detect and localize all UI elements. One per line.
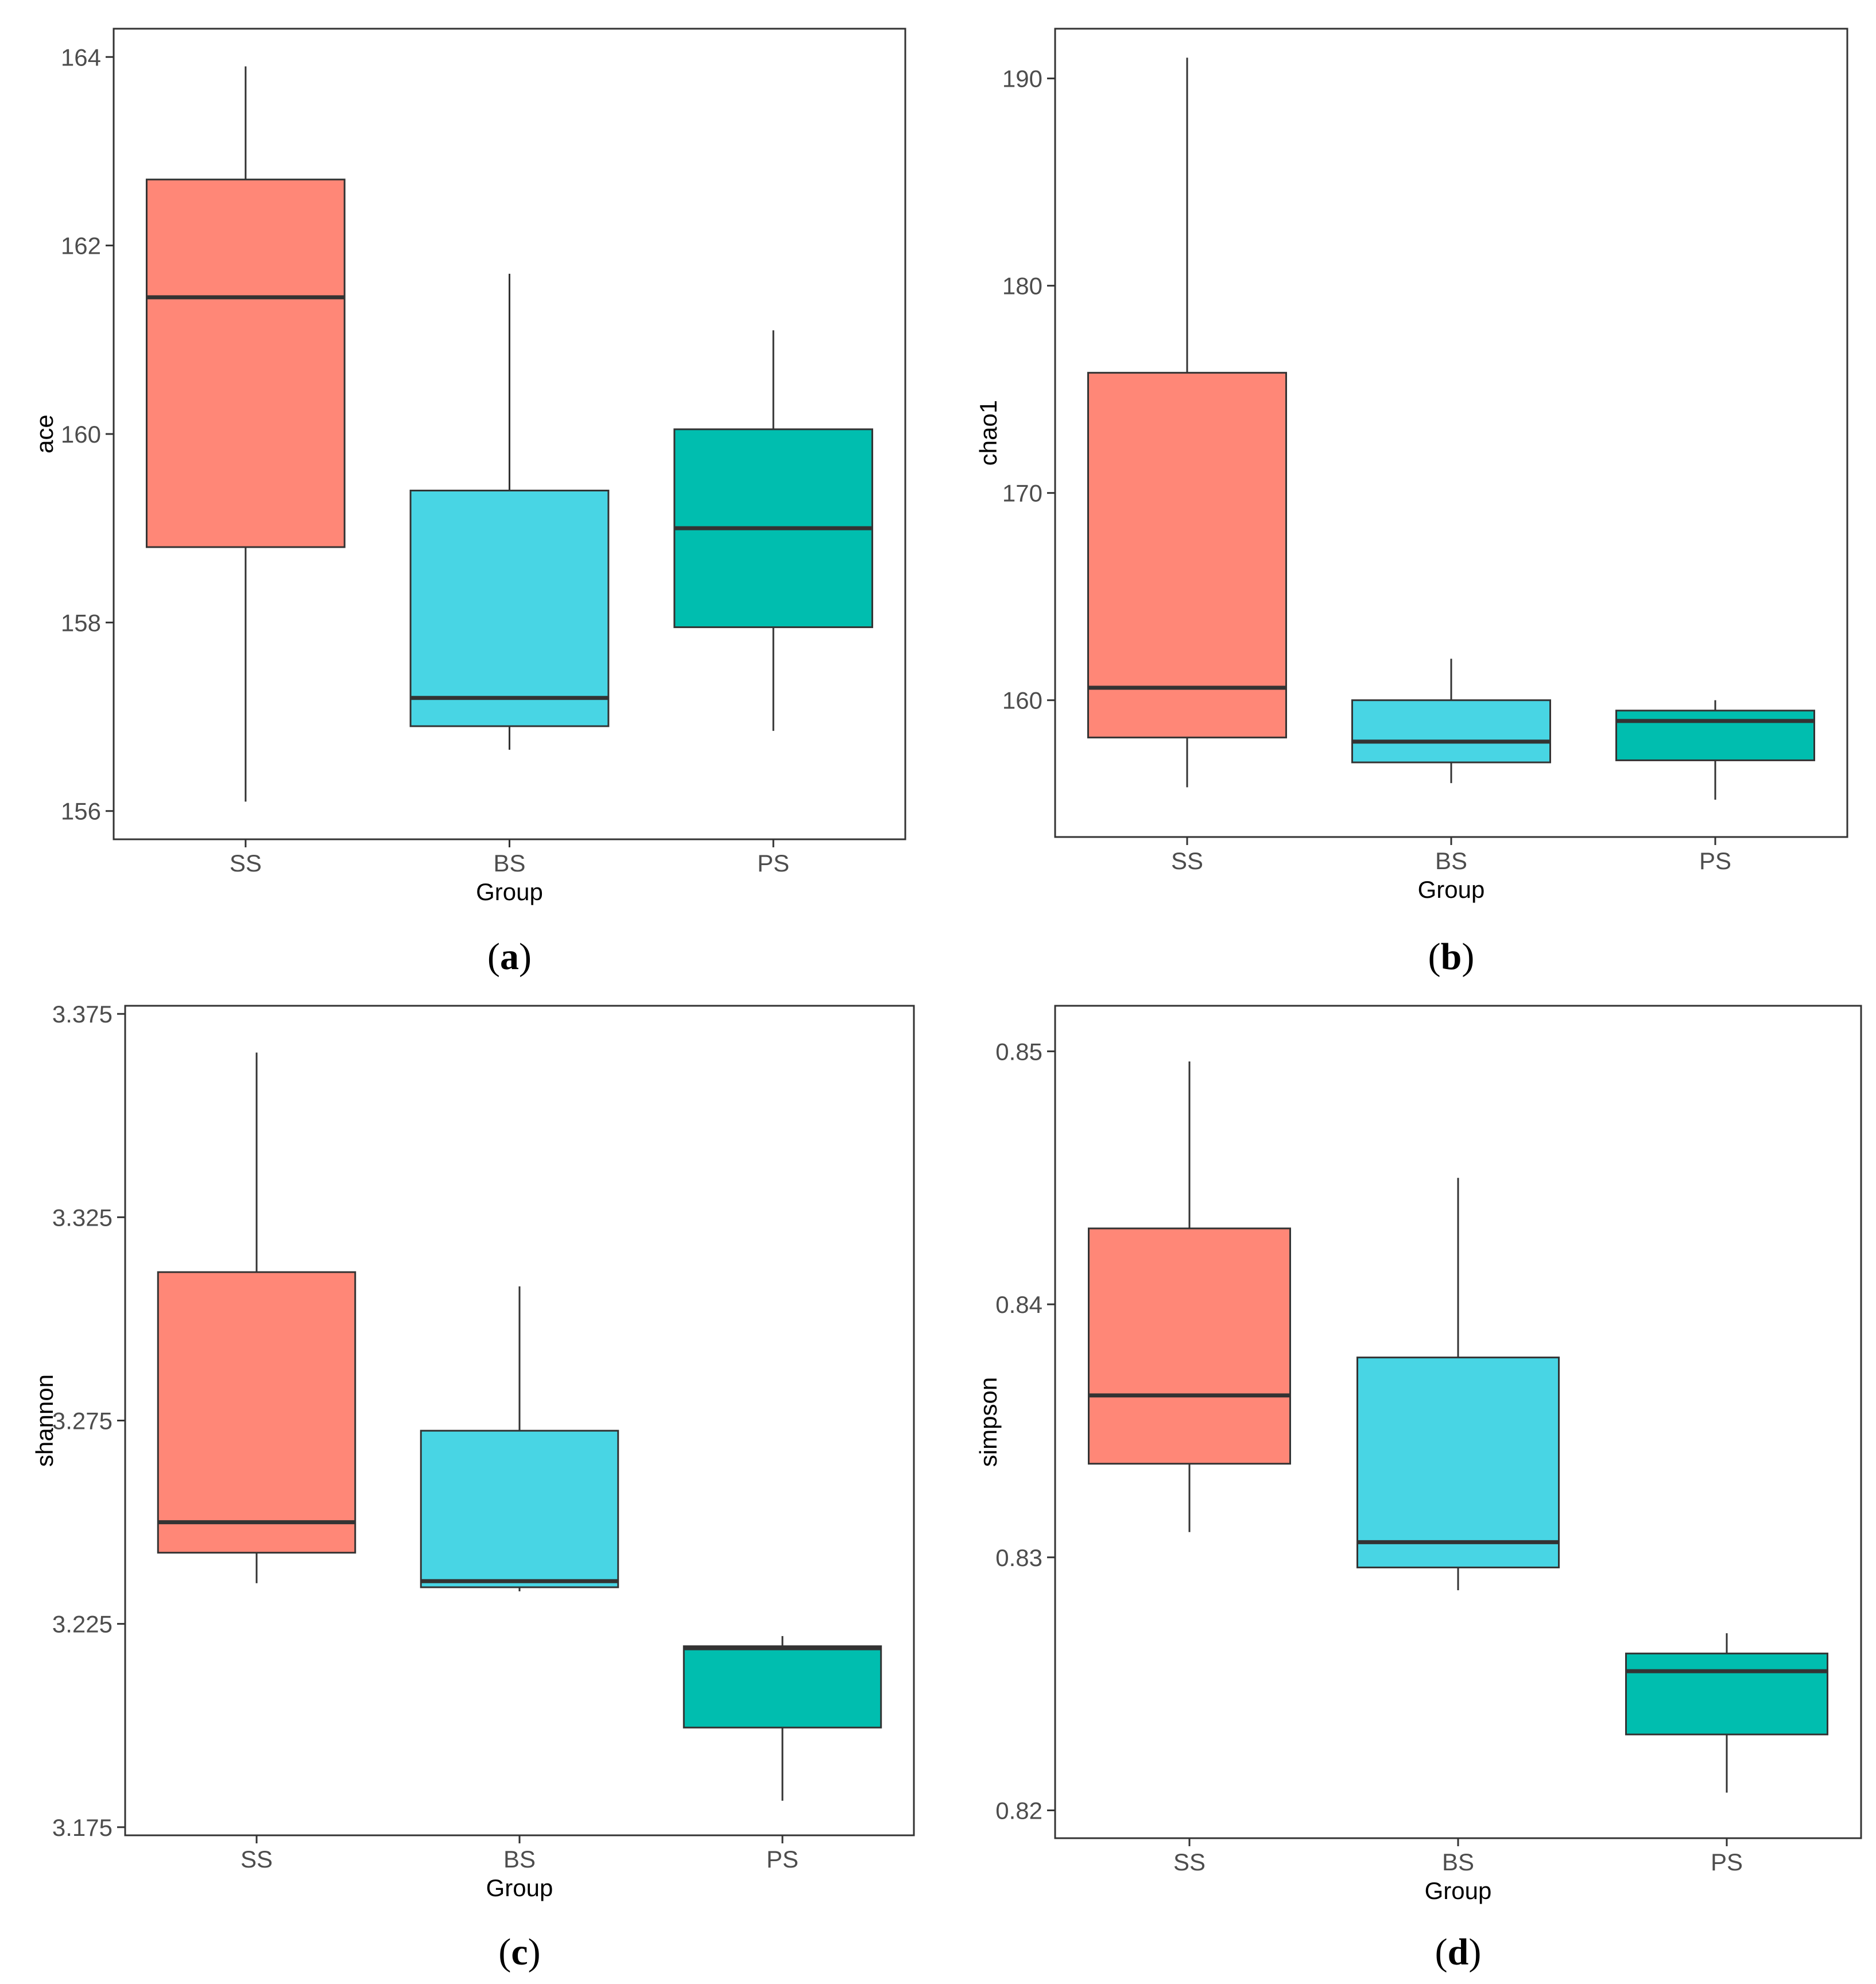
y-axis-title: shannon xyxy=(31,1374,58,1467)
y-tick-label: 0.82 xyxy=(995,1797,1042,1824)
x-tick-label: SS xyxy=(1171,847,1203,874)
y-tick-label: 0.85 xyxy=(995,1038,1042,1065)
y-tick-label: 3.325 xyxy=(52,1204,113,1231)
box-ss xyxy=(1087,57,1287,788)
box-iqr xyxy=(420,1429,619,1588)
caption-paren-open: ( xyxy=(487,936,500,978)
y-tick-label: 160 xyxy=(61,421,101,448)
y-tick-label: 162 xyxy=(61,232,101,259)
caption-paren-close: ) xyxy=(528,1931,541,1973)
box-ss xyxy=(1088,1061,1291,1532)
x-tick-label: PS xyxy=(766,1846,799,1873)
box-bs xyxy=(1351,658,1551,784)
box-iqr xyxy=(1615,710,1815,761)
x-tick-label: PS xyxy=(1711,1849,1743,1876)
box-iqr xyxy=(145,179,346,548)
panel-b: 160 170 180 190 SS BS PS Group chao1 (b) xyxy=(975,28,1848,978)
y-axis-title: chao1 xyxy=(975,400,1002,466)
y-tick-label: 0.83 xyxy=(995,1544,1042,1571)
panel-d: 0.82 0.83 0.84 0.85 SS BS PS Group simpson (d) xyxy=(975,1005,1862,1973)
x-tick-label: SS xyxy=(241,1846,273,1873)
box-ss xyxy=(157,1052,356,1583)
x-axis-title: Group xyxy=(1418,876,1485,903)
x-tick-label: SS xyxy=(1173,1849,1206,1876)
panel-caption: (b) xyxy=(1428,936,1475,978)
panel-caption: (a) xyxy=(487,936,532,978)
box-bs xyxy=(420,1286,619,1591)
caption-paren-close: ) xyxy=(1468,1931,1481,1973)
y-tick-label: 160 xyxy=(1002,687,1042,714)
caption-letter: b xyxy=(1441,936,1462,978)
x-tick-label: SS xyxy=(230,850,262,877)
x-tick-label: PS xyxy=(1699,847,1731,874)
y-tick-label: 170 xyxy=(1002,480,1042,507)
x-tick-label: BS xyxy=(1442,1849,1474,1876)
panel-caption: (d) xyxy=(1435,1931,1482,1973)
x-tick-label: PS xyxy=(757,850,789,877)
caption-letter: a xyxy=(500,936,519,978)
panel-c: 3.175 3.225 3.275 3.325 3.375 SS BS PS Group shan… xyxy=(31,1001,915,1973)
x-axis-title: Group xyxy=(476,878,543,905)
y-tick-label: 3.375 xyxy=(52,1001,113,1028)
panel-caption: (c) xyxy=(498,1931,540,1973)
x-tick-label: BS xyxy=(503,1846,536,1873)
y-tick-label: 156 xyxy=(61,798,101,825)
box-iqr xyxy=(1625,1652,1828,1735)
caption-paren-open: ( xyxy=(498,1931,511,1973)
panel-a: 156 158 160 162 164 SS BS PS Group ace (a) xyxy=(31,28,906,978)
y-tick-label: 164 xyxy=(61,44,101,71)
y-tick-label: 3.275 xyxy=(52,1408,113,1435)
x-axis-title: Group xyxy=(1425,1877,1492,1904)
caption-paren-open: ( xyxy=(1435,1931,1448,1973)
box-iqr xyxy=(1351,699,1551,764)
caption-letter: c xyxy=(511,1931,528,1973)
y-axis-title: simpson xyxy=(975,1377,1002,1467)
y-tick-label: 180 xyxy=(1002,273,1042,300)
caption-paren-open: ( xyxy=(1428,936,1441,978)
box-bs xyxy=(409,273,610,750)
box-iqr xyxy=(1088,1227,1291,1465)
y-tick-label: 190 xyxy=(1002,65,1042,92)
box-iqr xyxy=(409,490,610,727)
y-tick-label: 3.225 xyxy=(52,1611,113,1638)
box-ps xyxy=(1625,1633,1828,1793)
y-axis-title: ace xyxy=(31,414,58,454)
box-iqr xyxy=(683,1645,882,1729)
y-tick-label: 158 xyxy=(61,609,101,636)
x-tick-label: BS xyxy=(1435,847,1467,874)
caption-paren-close: ) xyxy=(519,936,532,978)
caption-paren-close: ) xyxy=(1462,936,1474,978)
box-bs xyxy=(1356,1177,1560,1591)
box-iqr xyxy=(1356,1357,1560,1568)
x-tick-label: BS xyxy=(493,850,525,877)
x-axis-title: Group xyxy=(486,1874,553,1901)
box-ps xyxy=(673,330,874,731)
box-iqr xyxy=(1087,371,1287,739)
caption-letter: d xyxy=(1448,1931,1469,1973)
box-ps xyxy=(683,1636,882,1801)
box-iqr xyxy=(157,1271,356,1554)
box-ps xyxy=(1615,700,1815,800)
box-ss xyxy=(145,66,346,802)
y-tick-label: 3.175 xyxy=(52,1814,113,1841)
y-tick-label: 0.84 xyxy=(995,1291,1042,1318)
